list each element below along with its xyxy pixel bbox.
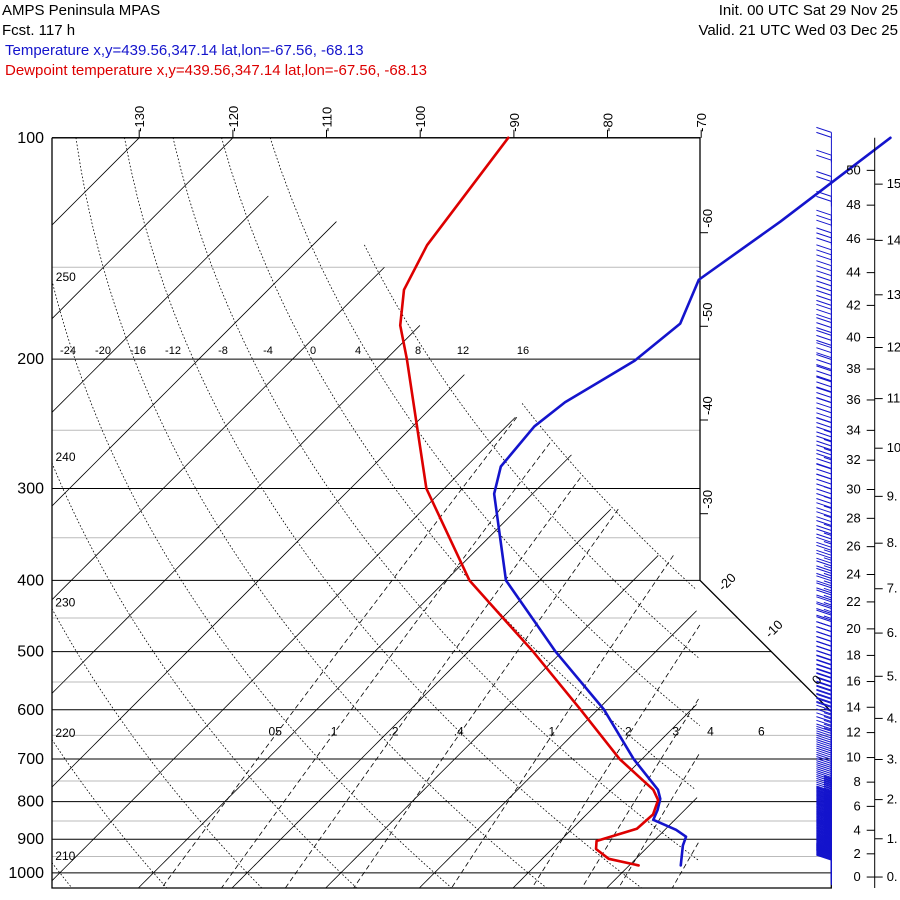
svg-text:13.: 13.	[887, 287, 900, 302]
svg-text:-16: -16	[130, 345, 146, 357]
svg-text:3.: 3.	[887, 752, 898, 767]
svg-text:-20: -20	[95, 345, 111, 357]
svg-text:Dewpoint temperature x,y=439.: Dewpoint temperature x,y=439.56,347.14 l…	[5, 62, 427, 79]
svg-text:20: 20	[846, 621, 860, 636]
svg-text:-30: -30	[700, 490, 715, 509]
svg-text:11.: 11.	[887, 391, 900, 406]
svg-text:900: 900	[17, 831, 44, 848]
svg-text:32: 32	[846, 452, 860, 467]
svg-text:10.: 10.	[887, 440, 900, 455]
svg-text:26: 26	[846, 539, 860, 554]
svg-text:-80: -80	[601, 113, 616, 132]
svg-text:36: 36	[846, 392, 860, 407]
svg-text:46: 46	[846, 231, 860, 246]
svg-text:6: 6	[758, 724, 765, 738]
svg-text:Temperature x,y=439.5: Temperature x,y=439.56,347.14 lat,lon=-6…	[5, 42, 364, 59]
svg-text:0.: 0.	[887, 869, 898, 884]
svg-text:8.: 8.	[887, 535, 898, 550]
svg-text:250: 250	[56, 270, 76, 284]
svg-text:10: 10	[846, 750, 860, 765]
svg-text:30: 30	[846, 482, 860, 497]
svg-text:24: 24	[846, 567, 860, 582]
svg-text:3: 3	[672, 724, 679, 738]
svg-text:-4: -4	[263, 345, 273, 357]
svg-text:16: 16	[517, 345, 529, 357]
svg-text:-100: -100	[413, 106, 428, 132]
svg-text:4: 4	[853, 822, 860, 837]
svg-text:0: 0	[310, 345, 316, 357]
svg-text:200: 200	[17, 351, 44, 368]
svg-text:1000: 1000	[8, 865, 44, 882]
svg-text:-50: -50	[700, 303, 715, 322]
svg-text:16: 16	[846, 674, 860, 689]
svg-text:Init. 00 UTC Sat 29 Nov 25: Init. 00 UTC Sat 29 Nov 25	[719, 2, 898, 19]
svg-text:40: 40	[846, 330, 860, 345]
svg-text:6.: 6.	[887, 625, 898, 640]
svg-text:12: 12	[846, 725, 860, 740]
svg-text:7.: 7.	[887, 581, 898, 596]
svg-text:38: 38	[846, 361, 860, 376]
svg-text:230: 230	[55, 595, 75, 609]
svg-text:-120: -120	[226, 106, 241, 132]
svg-text:5.: 5.	[887, 668, 898, 683]
svg-text:500: 500	[17, 644, 44, 661]
svg-text:210: 210	[55, 849, 75, 863]
svg-text:6: 6	[853, 798, 860, 813]
svg-text:-20: -20	[715, 570, 739, 594]
svg-text:12.: 12.	[887, 340, 900, 355]
svg-text:8: 8	[415, 345, 421, 357]
svg-text:48: 48	[846, 197, 860, 212]
svg-text:400: 400	[17, 572, 44, 589]
svg-text:14.: 14.	[887, 232, 900, 247]
svg-text:240: 240	[56, 450, 76, 464]
svg-text:1: 1	[549, 724, 556, 738]
svg-text:Fcst. 117 h: Fcst. 117 h	[2, 22, 75, 39]
svg-text:-12: -12	[165, 345, 181, 357]
svg-text:4.: 4.	[887, 710, 898, 725]
svg-text:-24: -24	[60, 345, 76, 357]
svg-text:600: 600	[17, 702, 44, 719]
svg-text:4: 4	[355, 345, 361, 357]
svg-text:-10: -10	[762, 617, 786, 641]
svg-text:44: 44	[846, 265, 860, 280]
svg-text:Valid. 21 UTC Wed 03 Dec 25: Valid. 21 UTC Wed 03 Dec 25	[698, 22, 898, 39]
svg-text:-70: -70	[694, 113, 709, 132]
svg-text:220: 220	[55, 726, 75, 740]
svg-text:2: 2	[853, 846, 860, 861]
svg-text:2.: 2.	[887, 792, 898, 807]
svg-text:05: 05	[269, 724, 283, 738]
svg-text:800: 800	[17, 794, 44, 811]
svg-text:-60: -60	[700, 209, 715, 228]
svg-text:12: 12	[457, 345, 469, 357]
svg-text:8: 8	[853, 774, 860, 789]
svg-text:.2: .2	[388, 724, 398, 738]
svg-text:14: 14	[846, 699, 860, 714]
svg-text:15.: 15.	[887, 176, 900, 191]
svg-text:-90: -90	[507, 113, 522, 132]
svg-text:-130: -130	[132, 106, 147, 132]
svg-text:-110: -110	[320, 107, 335, 132]
svg-text:700: 700	[17, 751, 44, 768]
svg-text:28: 28	[846, 510, 860, 525]
svg-text:22: 22	[846, 594, 860, 609]
svg-text:4: 4	[707, 724, 714, 738]
svg-text:0: 0	[853, 869, 860, 884]
svg-text:34: 34	[846, 422, 860, 437]
svg-text:9.: 9.	[887, 488, 898, 503]
svg-text:100: 100	[17, 130, 44, 147]
svg-text:1.: 1.	[887, 831, 898, 846]
svg-text:.4: .4	[454, 724, 464, 738]
svg-text:.1: .1	[327, 724, 337, 738]
svg-text:AMPS Peninsula MPAS: AMPS Peninsula MPAS	[2, 2, 160, 19]
svg-text:50: 50	[846, 162, 860, 177]
svg-text:300: 300	[17, 481, 44, 498]
svg-text:18: 18	[846, 647, 860, 662]
svg-text:2: 2	[625, 724, 632, 738]
svg-text:-8: -8	[218, 345, 228, 357]
svg-text:42: 42	[846, 297, 860, 312]
svg-text:-40: -40	[700, 396, 715, 415]
